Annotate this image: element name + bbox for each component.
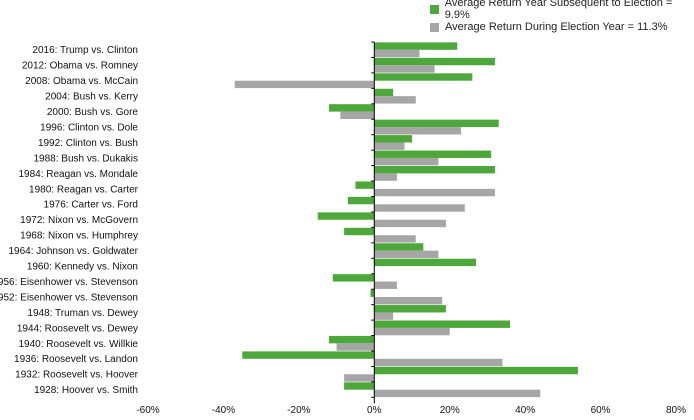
category-label: 1964: Johnson vs. Goldwater (8, 246, 138, 257)
legend-swatch-gray (430, 22, 439, 32)
bar-during-6 (374, 142, 405, 150)
bar-during-16 (374, 297, 443, 305)
category-label: 1928: Hoover vs. Smith (34, 385, 138, 396)
bar-subsequent-14 (374, 258, 477, 267)
legend: Average Return Year Subsequent to Electi… (430, 0, 692, 36)
bar-subsequent-9 (355, 181, 375, 189)
bar-during-17 (374, 312, 394, 320)
category-label: 1956: Eisenhower vs. Stevenson (0, 277, 138, 288)
bar-during-20 (374, 358, 503, 367)
bar-during-0 (374, 49, 420, 58)
x-tick-label: 40% (515, 405, 535, 416)
category-label: 1948: Truman vs. Dewey (27, 308, 138, 319)
bar-subsequent-16 (370, 289, 375, 297)
bar-subsequent-17 (374, 305, 446, 313)
category-label: 1940: Roosevelt vs. Willkie (19, 339, 139, 350)
x-tick-label: 0% (367, 405, 382, 416)
x-tick-label: -20% (287, 405, 310, 416)
bar-subsequent-22 (344, 382, 375, 390)
bar-during-13 (374, 250, 439, 259)
category-label: 1972: Nixon vs. McGovern (20, 215, 138, 226)
legend-label-subsequent: Average Return Year Subsequent to Electi… (444, 0, 673, 21)
bar-subsequent-3 (374, 88, 394, 97)
category-label: 2008: Obama vs. McCain (25, 76, 138, 87)
bar-during-21 (344, 374, 375, 382)
bar-during-12 (374, 235, 416, 243)
bar-subsequent-8 (374, 166, 495, 174)
category-label: 2012: Obama vs. Romney (22, 61, 138, 72)
category-label: 1944: Roosevelt vs. Dewey (17, 323, 138, 334)
category-label: 1960: Kennedy vs. Nixon (27, 262, 138, 273)
category-label: 2000: Bush vs. Gore (47, 107, 139, 118)
legend-item-during: Average Return During Election Year = 11… (430, 18, 692, 36)
category-label: 1952: Eisenhower vs. Stevenson (0, 292, 138, 303)
bar-subsequent-20 (242, 351, 375, 359)
bar-during-2 (234, 80, 375, 89)
bar-during-11 (374, 219, 446, 228)
bar-subsequent-6 (374, 135, 412, 143)
category-label: 1996: Clinton vs. Dole (40, 122, 138, 133)
bar-subsequent-12 (344, 227, 375, 236)
bar-subsequent-2 (374, 73, 473, 81)
x-tick-label: 60% (591, 405, 611, 416)
bar-during-9 (374, 188, 495, 197)
bar-subsequent-4 (329, 104, 375, 112)
bar-subsequent-11 (317, 212, 375, 220)
bar-during-15 (374, 281, 397, 289)
x-tick-label: -60% (136, 405, 159, 416)
bar-during-7 (374, 157, 439, 166)
x-tick-label: 80% (666, 405, 686, 416)
category-label: 1984: Reagan vs. Mondale (18, 169, 138, 180)
bar-during-10 (374, 204, 465, 212)
bar-subsequent-10 (347, 196, 375, 205)
bar-subsequent-5 (374, 119, 499, 128)
bar-subsequent-18 (374, 320, 511, 328)
bar-during-4 (340, 111, 375, 119)
legend-swatch-green (430, 4, 439, 14)
category-label: 1980: Reagan vs. Carter (29, 184, 139, 195)
bar-during-5 (374, 127, 462, 135)
bar-subsequent-7 (374, 150, 492, 158)
bar-during-19 (336, 343, 375, 351)
bar-subsequent-1 (374, 57, 495, 66)
category-label: 1976: Carter vs. Ford (44, 200, 138, 211)
legend-label-during: Average Return During Election Year = 11… (445, 21, 668, 33)
legend-item-subsequent: Average Return Year Subsequent to Electi… (430, 0, 692, 21)
bar-during-1 (374, 65, 435, 73)
bar-subsequent-15 (332, 274, 375, 282)
category-label: 1936: Roosevelt vs. Landon (14, 354, 138, 365)
category-label: 2016: Trump vs. Clinton (32, 45, 138, 56)
x-tick-label: -40% (212, 405, 235, 416)
category-label: 1988: Bush vs. Dukakis (34, 153, 139, 164)
bar-during-8 (374, 173, 397, 181)
bar-during-22 (374, 389, 541, 398)
category-label: 1992: Clinton vs. Bush (38, 138, 138, 149)
bar-subsequent-0 (374, 42, 458, 50)
category-label: 1932: Roosevelt vs. Hoover (15, 370, 139, 381)
category-label: 2004: Bush vs. Kerry (45, 92, 138, 103)
x-tick-label: 20% (440, 405, 460, 416)
bar-during-3 (374, 96, 416, 104)
bar-subsequent-21 (374, 366, 578, 375)
bar-subsequent-13 (374, 243, 424, 251)
bar-during-18 (374, 327, 450, 336)
bar-subsequent-19 (329, 335, 375, 344)
category-label: 1968: Nixon vs. Humphrey (20, 231, 138, 242)
